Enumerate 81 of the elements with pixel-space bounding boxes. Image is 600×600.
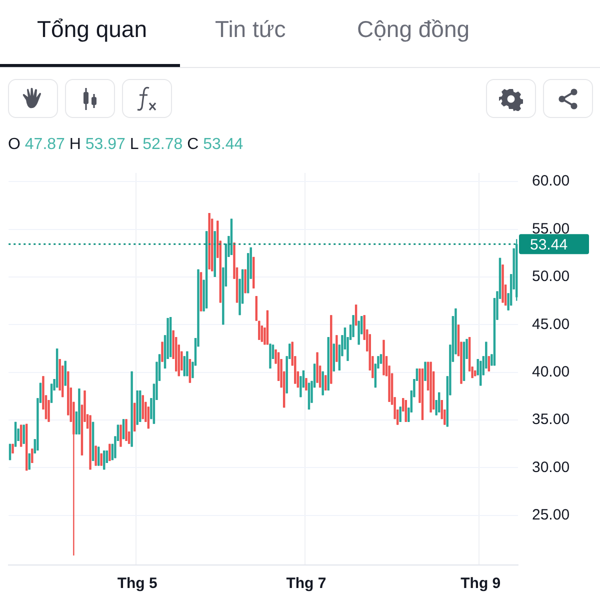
candlestick (252, 256, 255, 290)
candlestick (48, 399, 50, 423)
candlestick (260, 325, 264, 342)
candlestick (28, 452, 30, 470)
candlestick (488, 356, 490, 372)
candlestick (269, 343, 272, 370)
candlestick (97, 446, 100, 466)
candlestick (352, 314, 354, 338)
candlestick (130, 370, 133, 448)
candlestick (139, 390, 142, 423)
x-tick-label: Thg 7 (286, 575, 326, 592)
candlestick (424, 361, 426, 382)
candlestick (100, 452, 102, 466)
candlestick (136, 390, 138, 426)
ref-line-label: 53.44 (530, 236, 568, 254)
candlestick (358, 320, 360, 346)
y-tick-label: 45.00 (532, 316, 570, 333)
text: Cộng đồng (357, 16, 470, 43)
x-tick-label: Thg 5 (117, 575, 158, 592)
candlestick (169, 316, 172, 358)
candlestick (14, 421, 17, 448)
candlestick (330, 314, 332, 384)
candlestick (92, 421, 94, 462)
text: O 47.87 H 53.97 L 52.78 C 53.44 (8, 136, 244, 153)
candlestick (120, 424, 122, 448)
candlestick (430, 361, 432, 413)
candlestick (380, 354, 382, 364)
candlestick (56, 348, 58, 388)
candlestick (399, 406, 402, 423)
candlestick (244, 268, 246, 294)
candlestick (31, 448, 34, 464)
candlestick (266, 310, 269, 346)
candlestick (22, 424, 25, 444)
candlestick (103, 450, 106, 470)
candlestick (404, 399, 407, 423)
candlestick (188, 358, 192, 384)
y-tick-label: 25.00 (532, 506, 570, 524)
candlestick (122, 418, 125, 440)
candlestick (94, 445, 97, 466)
y-tick-label: 50.00 (532, 268, 570, 286)
candlestick (78, 388, 80, 435)
candlestick (382, 339, 385, 376)
candlestick (208, 212, 210, 270)
candlestick (50, 383, 53, 404)
candlestick (200, 272, 202, 312)
candlestick (64, 360, 66, 386)
candlestick (354, 304, 358, 326)
text: Tổng quan (37, 16, 147, 43)
candlestick (327, 336, 330, 392)
candlestick (186, 350, 188, 377)
y-tick-label: 60.00 (532, 172, 570, 190)
candlestick (214, 230, 216, 278)
candlestick (322, 370, 324, 396)
candlestick (142, 394, 144, 420)
x-tick-label: Thg 9 (460, 575, 501, 592)
candlestick (205, 230, 208, 310)
candlestick (20, 424, 22, 448)
candlestick (336, 334, 338, 362)
y-tick-label: 35.00 (532, 411, 570, 428)
y-tick-label: 30.00 (532, 458, 570, 476)
candlestick (502, 264, 504, 304)
candlestick (308, 382, 310, 410)
y-tick-label: 40.00 (532, 363, 570, 380)
candlestick (462, 341, 466, 382)
candlestick (12, 443, 14, 454)
candlestick (125, 418, 128, 442)
candlestick (480, 360, 482, 386)
candlestick (305, 377, 308, 392)
candlestick (421, 368, 424, 421)
text: Tin tức (215, 16, 286, 43)
y-tick-label: 55.00 (532, 220, 570, 238)
candlestick (8, 443, 12, 461)
candlestick (161, 341, 164, 362)
candlestick (183, 356, 186, 377)
candlestick (230, 218, 233, 256)
candlestick (89, 414, 92, 470)
candlestick (133, 402, 136, 432)
candlestick (258, 320, 260, 341)
candlestick (316, 352, 318, 384)
candlestick (147, 406, 150, 430)
candlestick (108, 443, 111, 462)
